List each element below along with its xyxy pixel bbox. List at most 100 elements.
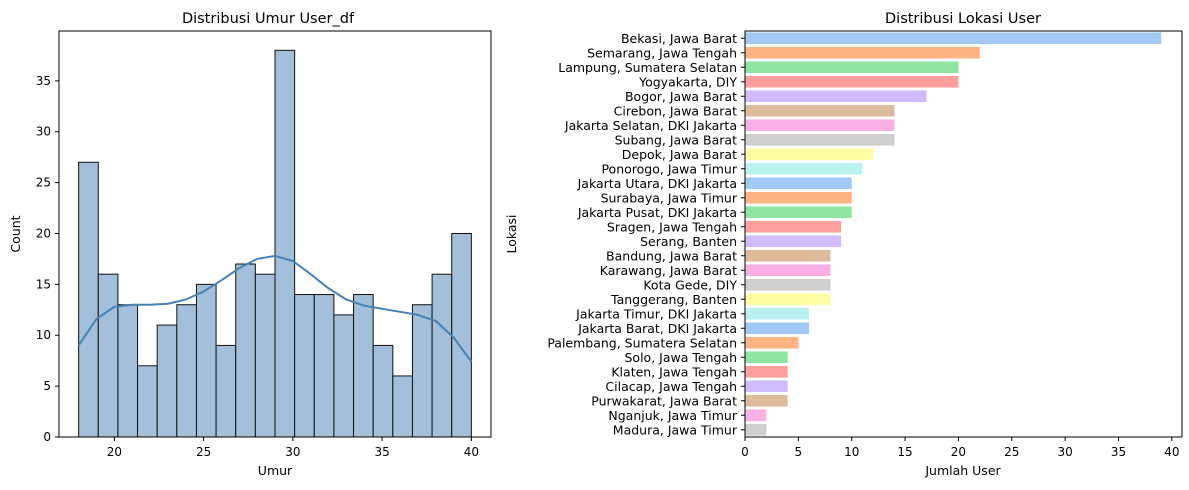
- histogram-x-tick-label: 30: [285, 445, 300, 459]
- histogram-y-tick-label: 15: [36, 277, 51, 291]
- location-bar: [745, 177, 852, 190]
- location-category-label: Cirebon, Jawa Barat: [614, 103, 737, 118]
- histogram-title: Distribusi Umur User_df: [182, 11, 355, 27]
- location-category-label: Depok, Jawa Barat: [622, 147, 737, 162]
- histogram-y-tick-label: 30: [36, 125, 51, 139]
- location-bar: [745, 307, 810, 320]
- histogram-bar: [235, 263, 256, 438]
- location-category-label: Palembang, Sumatera Selatan: [547, 335, 737, 350]
- location-category-label: Yogyakarta, DIY: [638, 74, 737, 89]
- location-bar: [745, 249, 831, 262]
- location-category-label: Lampung, Sumatera Selatan: [558, 60, 737, 75]
- histogram-x-tick-label: 20: [107, 445, 122, 459]
- histogram-bar: [333, 314, 355, 438]
- location-category-label: Surabaya, Jawa Timur: [601, 190, 738, 205]
- location-bar: [745, 264, 831, 277]
- location-category-label: Purwakarat, Jawa Barat: [591, 393, 737, 408]
- location-x-tick-label: 35: [1111, 445, 1126, 459]
- histogram-y-tick-label: 0: [43, 430, 51, 444]
- location-x-tick-label: 10: [844, 445, 859, 459]
- histogram-bar: [156, 324, 178, 438]
- location-bar: [745, 61, 959, 74]
- histogram-x-tick-label: 25: [196, 445, 211, 459]
- histogram-bar: [294, 294, 315, 438]
- histogram-bar: [274, 49, 296, 438]
- histogram-bar: [215, 344, 237, 438]
- location-category-label: Bandung, Jawa Barat: [606, 248, 737, 263]
- location-bar: [745, 351, 788, 364]
- histogram-bar: [372, 344, 394, 438]
- location-bar: [745, 322, 810, 335]
- location-bar: [745, 133, 895, 146]
- location-chart-title: Distribusi Lokasi User: [885, 11, 1041, 27]
- histogram-bar: [392, 375, 413, 438]
- location-category-label: Madura, Jawa Timur: [613, 422, 738, 437]
- location-category-label: Bogor, Jawa Barat: [625, 89, 737, 104]
- location-x-tick-label: 20: [951, 445, 966, 459]
- histogram-y-tick-label: 10: [36, 328, 51, 342]
- location-category-label: Jakarta Selatan, DKI Jakarta: [564, 118, 737, 133]
- location-x-tick-label: 30: [1058, 445, 1073, 459]
- location-x-axis-label: Jumlah User: [924, 463, 1001, 478]
- location-category-label: Jakarta Pusat, DKI Jakarta: [577, 205, 737, 220]
- location-bar: [745, 380, 788, 393]
- histogram-y-tick-label: 25: [36, 176, 51, 190]
- histogram-bar: [451, 232, 472, 438]
- histogram-bar: [254, 273, 276, 438]
- location-x-tick-label: 40: [1164, 445, 1179, 459]
- histogram-y-tick-label: 5: [43, 379, 51, 393]
- histogram-plot-frame: [58, 30, 492, 438]
- location-category-label: Jakarta Timur, DKI Jakarta: [575, 306, 737, 321]
- location-bar: [745, 162, 863, 175]
- location-bar: [745, 104, 895, 117]
- location-bar: [745, 423, 767, 436]
- age-histogram-chart: Distribusi Umur User_df 20 25 30 35 40 0 5 10 1…: [8, 11, 492, 478]
- location-bar: [745, 409, 767, 422]
- location-category-label: Klaten, Jawa Tengah: [611, 364, 737, 379]
- location-plot-frame: [744, 30, 1183, 438]
- location-bar: [745, 394, 788, 407]
- location-bar: [745, 206, 852, 219]
- location-bar: [745, 235, 842, 248]
- histogram-y-tick-label: 35: [36, 74, 51, 88]
- histogram-bar: [176, 304, 197, 438]
- location-bar: [745, 75, 959, 88]
- location-category-label: Karawang, Jawa Barat: [600, 263, 737, 278]
- histogram-bar: [78, 161, 99, 438]
- location-category-label: Subang, Jawa Barat: [615, 132, 737, 147]
- histogram-kde-line: [77, 254, 473, 363]
- location-x-tick-label: 25: [1004, 445, 1019, 459]
- location-y-axis-label: Lokasi: [504, 214, 519, 253]
- histogram-bar: [431, 273, 453, 438]
- histogram-bar: [97, 273, 119, 438]
- histogram-y-axis-label: Count: [8, 215, 23, 252]
- location-bar: [745, 191, 852, 204]
- location-category-label: Bekasi, Jawa Barat: [621, 31, 737, 46]
- location-x-tick-label: 15: [897, 445, 912, 459]
- location-bar: [745, 46, 980, 59]
- location-category-label: Jakarta Utara, DKI Jakarta: [577, 176, 737, 191]
- location-x-tick-label: 5: [795, 445, 803, 459]
- location-bar: [745, 336, 799, 349]
- histogram-x-axis-label: Umur: [258, 463, 293, 478]
- histogram-x-tick-label: 35: [374, 445, 389, 459]
- histogram-bar: [195, 283, 217, 438]
- location-bar-chart: Distribusi Lokasi User 0 5 10 15 20 25 30 35 40 …: [504, 11, 1183, 478]
- location-category-label: Nganjuk, Jawa Timur: [608, 408, 737, 423]
- location-bar: [745, 365, 788, 378]
- location-x-tick-label: 0: [741, 445, 749, 459]
- location-bar: [745, 278, 831, 291]
- histogram-bar: [411, 304, 433, 438]
- location-category-label: Sragen, Jawa Tengah: [607, 219, 737, 234]
- location-bar: [745, 148, 874, 161]
- histogram-x-tick-label: 40: [464, 445, 479, 459]
- location-category-label: Kota Gede, DIY: [643, 277, 737, 292]
- location-category-label: Ponorogo, Jawa Timur: [601, 161, 737, 176]
- location-category-label: Serang, Banten: [640, 234, 737, 249]
- location-bar: [745, 32, 1162, 45]
- histogram-bar: [117, 304, 139, 438]
- histogram-bar: [137, 365, 158, 438]
- location-category-label: Tanggerang, Banten: [610, 292, 737, 307]
- location-bar: [745, 293, 831, 306]
